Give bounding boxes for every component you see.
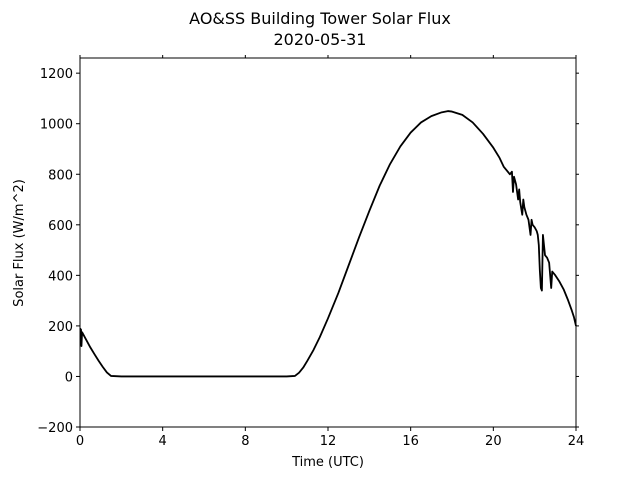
x-tick-label: 8: [241, 434, 249, 449]
x-tick-label: 20: [485, 434, 502, 449]
y-tick-label: 200: [48, 320, 73, 335]
x-tick-label: 24: [568, 434, 585, 449]
y-tick-label: 400: [48, 269, 73, 284]
y-tick-label: 800: [48, 168, 73, 183]
y-tick-label: 1200: [40, 67, 73, 82]
plot-area: [79, 57, 577, 428]
solar-flux-series-line: [79, 110, 577, 378]
chart-title: AO&SS Building Tower Solar Flux: [189, 9, 451, 28]
x-axis-label: Time (UTC): [291, 455, 364, 470]
y-tick-label: 1000: [40, 118, 73, 133]
x-tick-label: 12: [320, 434, 337, 449]
plot-frame: [79, 57, 577, 428]
y-axis-label: Solar Flux (W/m^2): [12, 179, 27, 307]
x-tick-label: 4: [159, 434, 167, 449]
x-axis-ticks: 0 4 8 12 16 20 24: [76, 55, 584, 449]
chart-subtitle: 2020-05-31: [274, 30, 367, 49]
x-tick-label: 0: [76, 434, 84, 449]
series-layer: [79, 110, 577, 378]
x-tick-label: 16: [402, 434, 419, 449]
y-tick-label: −200: [37, 421, 73, 436]
y-tick-label: 600: [48, 219, 73, 234]
y-tick-label: 0: [65, 370, 73, 385]
y-axis-ticks: −200 0 200 400 600 800 1000 1200: [37, 67, 579, 436]
